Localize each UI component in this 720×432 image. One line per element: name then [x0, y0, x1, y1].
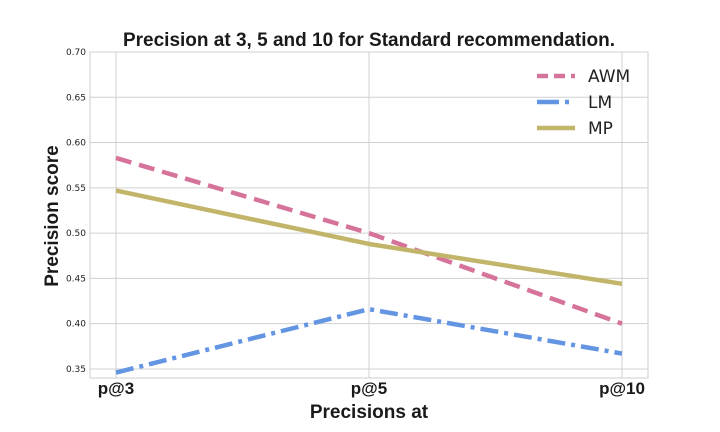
series-line-mp	[115, 188, 623, 287]
legend-label-mp: MP	[588, 119, 613, 139]
y-tick-label: 0.50	[66, 229, 86, 239]
y-tick-label: 0.55	[66, 184, 86, 194]
y-axis-ticks: 0.35 0.40 0.45 0.50 0.55 0.60 0.65 0.70	[66, 48, 86, 375]
chart-title: Precision at 3, 5 and 10 for Standard re…	[123, 30, 615, 51]
y-axis-label: Precision score	[42, 145, 63, 287]
y-tick-label: 0.45	[66, 274, 86, 284]
series-lines	[115, 155, 623, 375]
y-tick-label: 0.40	[66, 320, 86, 330]
legend: AWM LM MP	[537, 67, 630, 139]
legend-label-lm: LM	[588, 93, 612, 113]
x-axis-ticks: p@3 p@5 p@10	[98, 379, 645, 398]
y-tick-label: 0.65	[66, 93, 86, 103]
x-tick-label: p@10	[599, 379, 645, 398]
series-line-awm	[115, 155, 623, 326]
x-axis-label: Precisions at	[310, 402, 429, 423]
y-tick-label: 0.35	[66, 365, 86, 375]
y-tick-label: 0.60	[66, 139, 86, 149]
grid	[90, 51, 648, 378]
series-line-lm	[115, 306, 623, 375]
x-tick-label: p@5	[351, 379, 387, 398]
legend-label-awm: AWM	[588, 67, 630, 87]
y-tick-label: 0.70	[66, 48, 86, 58]
x-tick-label: p@3	[98, 379, 134, 398]
